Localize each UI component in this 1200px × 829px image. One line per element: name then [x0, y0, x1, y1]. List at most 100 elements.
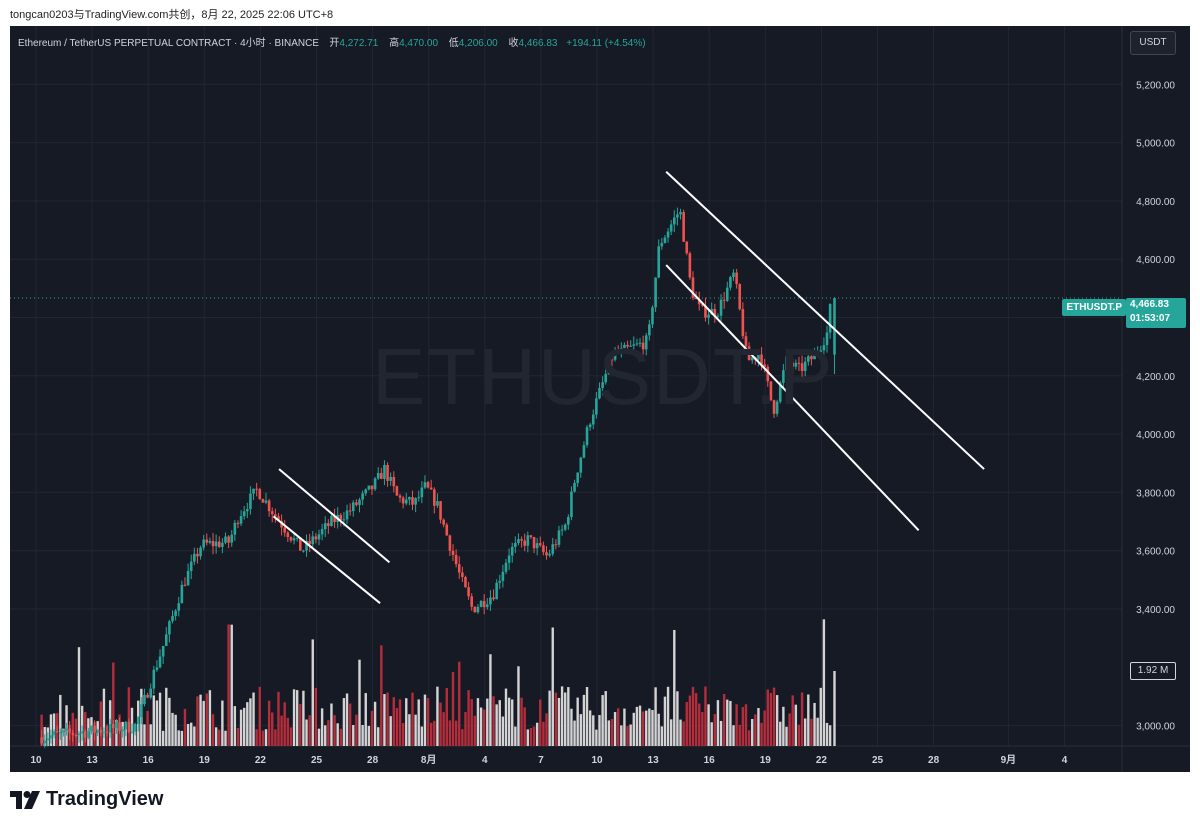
x-tick-label[interactable]: 16: [704, 755, 716, 766]
candle-body[interactable]: [470, 596, 474, 607]
candle-body[interactable]: [457, 564, 461, 573]
candle-body[interactable]: [489, 597, 492, 605]
candle-body[interactable]: [620, 347, 623, 353]
candle-body[interactable]: [74, 734, 78, 736]
channel-trend-line[interactable]: [278, 468, 391, 564]
candle-body[interactable]: [261, 499, 265, 503]
x-tick-label[interactable]: 8月: [421, 754, 437, 766]
candle-body[interactable]: [174, 610, 177, 616]
symbol-title[interactable]: Ethereum / TetherUS PERPETUAL CONTRACT ·…: [18, 38, 320, 49]
candle-body[interactable]: [732, 272, 735, 278]
candle-body[interactable]: [99, 730, 103, 733]
candle-body[interactable]: [492, 597, 495, 600]
candle-body[interactable]: [283, 527, 287, 533]
candle-body[interactable]: [610, 359, 614, 361]
candle-body[interactable]: [133, 723, 137, 732]
candle-body[interactable]: [560, 529, 564, 531]
candle-body[interactable]: [657, 246, 661, 278]
candle-body[interactable]: [155, 667, 159, 670]
candle-body[interactable]: [177, 603, 181, 611]
candle-body[interactable]: [772, 400, 776, 414]
candle-body[interactable]: [411, 497, 414, 505]
candle-body[interactable]: [124, 721, 128, 730]
candle-body[interactable]: [682, 212, 685, 242]
candle-body[interactable]: [55, 731, 59, 733]
candle-body[interactable]: [454, 555, 458, 565]
candle-body[interactable]: [59, 732, 62, 734]
candle-body[interactable]: [71, 732, 75, 735]
candle-body[interactable]: [563, 524, 567, 530]
candle-body[interactable]: [367, 485, 371, 490]
candle-body[interactable]: [171, 615, 174, 622]
candle-body[interactable]: [65, 728, 68, 731]
candle-body[interactable]: [152, 669, 156, 689]
candle-body[interactable]: [763, 364, 766, 367]
candle-body[interactable]: [697, 299, 701, 305]
candle-body[interactable]: [769, 381, 773, 401]
candle-body[interactable]: [523, 540, 526, 546]
candle-body[interactable]: [688, 253, 692, 278]
candle-body[interactable]: [778, 382, 782, 402]
candle-body[interactable]: [436, 501, 439, 506]
candle-body[interactable]: [573, 482, 576, 492]
candle-body[interactable]: [810, 356, 813, 360]
candle-body[interactable]: [420, 487, 424, 498]
x-tick-label[interactable]: 10: [591, 755, 603, 766]
candle-body[interactable]: [168, 621, 171, 635]
candle-body[interactable]: [654, 277, 657, 308]
channel-trend-line[interactable]: [665, 171, 985, 470]
candle-body[interactable]: [373, 478, 377, 490]
candle-body[interactable]: [217, 541, 221, 547]
price-chart[interactable]: 5,200.005,000.004,800.004,600.004,400.00…: [10, 26, 1190, 772]
candle-body[interactable]: [302, 550, 305, 552]
candle-body[interactable]: [601, 382, 604, 388]
candle-body[interactable]: [87, 731, 90, 738]
candle-body[interactable]: [392, 476, 396, 487]
candle-body[interactable]: [757, 354, 760, 360]
candle-body[interactable]: [355, 502, 358, 505]
candle-body[interactable]: [118, 722, 121, 731]
candle-body[interactable]: [236, 522, 240, 524]
candle-body[interactable]: [404, 499, 408, 504]
candle-body[interactable]: [485, 604, 489, 608]
candle-body[interactable]: [585, 427, 589, 446]
candle-body[interactable]: [722, 299, 726, 301]
candle-body[interactable]: [227, 536, 230, 543]
candle-body[interactable]: [149, 688, 152, 698]
candle-body[interactable]: [782, 370, 785, 383]
candle-body[interactable]: [538, 543, 542, 546]
candle-body[interactable]: [202, 539, 205, 548]
candle-body[interactable]: [828, 303, 832, 333]
candle-body[interactable]: [623, 344, 626, 348]
candle-body[interactable]: [423, 482, 427, 488]
candle-body[interactable]: [482, 600, 486, 608]
candle-body[interactable]: [738, 284, 742, 310]
candle-body[interactable]: [108, 724, 112, 733]
candle-body[interactable]: [43, 740, 47, 744]
candle-body[interactable]: [121, 729, 124, 731]
candle-body[interactable]: [535, 543, 539, 549]
candle-body[interactable]: [161, 645, 165, 657]
candle-body[interactable]: [604, 373, 608, 383]
candle-body[interactable]: [582, 445, 586, 458]
candle-body[interactable]: [186, 570, 190, 586]
candle-body[interactable]: [510, 546, 514, 556]
candle-body[interactable]: [68, 728, 71, 733]
candle-body[interactable]: [130, 731, 134, 733]
candle-body[interactable]: [725, 287, 729, 301]
candle-body[interactable]: [146, 694, 149, 698]
candle-body[interactable]: [676, 214, 679, 218]
candle-body[interactable]: [115, 722, 118, 729]
candle-body[interactable]: [701, 304, 704, 306]
candle-body[interactable]: [579, 457, 583, 473]
candle-body[interactable]: [214, 541, 218, 547]
candle-body[interactable]: [595, 398, 598, 415]
candle-body[interactable]: [211, 541, 215, 547]
candle-body[interactable]: [442, 519, 445, 525]
candle-body[interactable]: [308, 540, 311, 545]
candle-body[interactable]: [794, 362, 798, 367]
candle-body[interactable]: [629, 345, 632, 347]
candle-body[interactable]: [819, 350, 823, 353]
candle-body[interactable]: [660, 242, 664, 247]
candle-body[interactable]: [532, 537, 536, 549]
